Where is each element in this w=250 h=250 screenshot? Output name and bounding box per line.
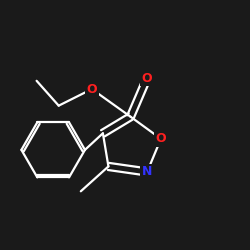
Text: O: O: [156, 132, 166, 145]
Text: N: N: [142, 166, 152, 178]
Text: O: O: [142, 72, 152, 85]
Text: O: O: [86, 82, 97, 96]
